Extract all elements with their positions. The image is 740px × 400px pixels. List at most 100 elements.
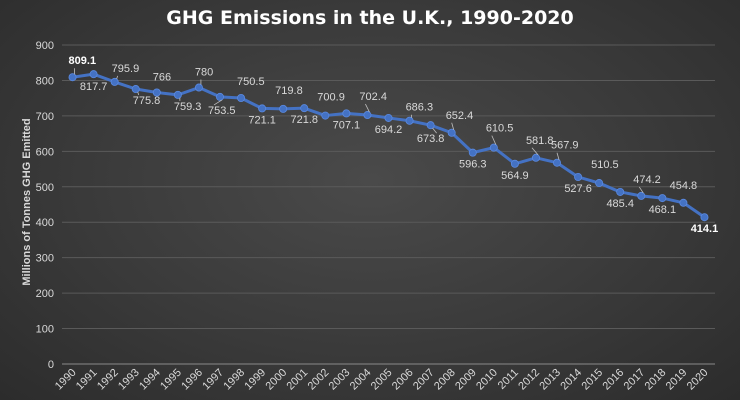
- x-tick-label: 1998: [221, 367, 247, 393]
- y-tick-label: 700: [36, 111, 54, 123]
- x-tick-label: 2010: [474, 367, 500, 393]
- data-label: 694.2: [375, 124, 403, 136]
- x-tick-label: 2001: [285, 367, 311, 393]
- grid-lines: [62, 44, 715, 365]
- y-tick-label: 0: [48, 359, 54, 371]
- x-tick-label: 2012: [516, 367, 542, 393]
- x-tick-label: 2017: [622, 367, 648, 393]
- data-point: [468, 148, 477, 157]
- data-point: [68, 73, 77, 82]
- data-point: [616, 187, 625, 196]
- x-tick-label: 2009: [453, 367, 479, 393]
- x-tick-label: 1991: [74, 367, 100, 393]
- data-point: [700, 213, 709, 222]
- data-labels: 809.1 817.7 795.9 775.8 766 759.3 780 753.5 750.…: [69, 55, 719, 235]
- data-point: [279, 104, 288, 113]
- label-leader-line: [432, 127, 437, 134]
- data-point: [489, 143, 498, 152]
- x-tick-label: 2002: [306, 367, 332, 393]
- data-label: 809.1: [69, 55, 97, 67]
- data-point: [595, 179, 604, 188]
- x-tick-label: 2006: [390, 367, 416, 393]
- x-tick-label: 2015: [579, 367, 605, 393]
- x-tick-label: 2004: [348, 367, 374, 393]
- data-point: [131, 85, 140, 94]
- label-leader-line: [365, 103, 370, 113]
- data-point: [447, 128, 456, 137]
- x-tick-label: 2019: [664, 367, 690, 393]
- label-leader-line: [531, 147, 539, 156]
- data-label: 759.3: [174, 101, 202, 113]
- x-tick-label: 2003: [327, 367, 353, 393]
- x-tick-label: 1990: [53, 367, 79, 393]
- data-label: 780: [195, 67, 213, 79]
- data-point: [426, 121, 435, 130]
- label-leader-line: [213, 99, 223, 106]
- x-tick-label: 2020: [685, 367, 711, 393]
- label-leader-line: [116, 75, 119, 80]
- x-tick-label: 1996: [179, 367, 205, 393]
- x-tick-label: 2000: [264, 367, 290, 393]
- x-tick-label: 1995: [158, 367, 184, 393]
- series-emissions: [68, 70, 709, 222]
- data-point: [321, 111, 330, 120]
- x-tick-label: 2016: [601, 367, 627, 393]
- data-label: 652.4: [446, 110, 474, 122]
- data-point: [173, 90, 182, 99]
- data-label: 700.9: [317, 92, 345, 104]
- data-point: [637, 191, 646, 200]
- data-point: [342, 109, 351, 118]
- data-label: 719.8: [275, 85, 303, 97]
- x-tick-label: 1993: [116, 367, 142, 393]
- data-label: 567.9: [551, 140, 579, 152]
- data-point: [152, 88, 161, 97]
- x-tick-label: 2005: [369, 367, 395, 393]
- data-point: [574, 172, 583, 181]
- data-point: [531, 153, 540, 162]
- y-tick-label: 300: [36, 253, 54, 265]
- y-axis-ticks: 0 100 200 300 400 500 600 700 800 900: [36, 40, 54, 371]
- y-tick-label: 800: [36, 75, 54, 87]
- x-tick-label: 2007: [411, 367, 437, 393]
- data-label: 721.8: [290, 114, 318, 126]
- label-leader-line: [556, 152, 560, 160]
- x-axis-ticks: 1990199119921993199419951996199719981999…: [53, 367, 711, 393]
- data-label: 485.4: [606, 198, 634, 210]
- data-label: 686.3: [406, 102, 434, 114]
- data-point: [89, 70, 98, 79]
- data-label: 702.4: [359, 91, 387, 103]
- x-tick-label: 1992: [95, 367, 121, 393]
- x-tick-label: 2013: [537, 367, 563, 393]
- data-label: 707.1: [333, 119, 361, 131]
- data-point: [300, 104, 309, 113]
- y-tick-label: 400: [36, 217, 54, 229]
- data-label: 527.6: [564, 183, 592, 195]
- data-label: 721.1: [248, 114, 276, 126]
- data-label: 596.3: [459, 159, 487, 171]
- y-tick-label: 900: [36, 40, 54, 52]
- data-label: 581.8: [526, 135, 554, 147]
- label-leader-line: [638, 186, 644, 194]
- series-line: [72, 72, 706, 219]
- chart-title: GHG Emissions in the U.K., 1990-2020: [166, 7, 573, 29]
- x-tick-label: 2018: [643, 367, 669, 393]
- data-point: [363, 111, 372, 120]
- x-tick-label: 1999: [242, 367, 268, 393]
- data-point: [215, 92, 224, 101]
- x-tick-label: 2014: [558, 367, 584, 393]
- data-label: 468.1: [649, 204, 677, 216]
- data-point: [553, 158, 562, 167]
- label-leader-line: [491, 135, 497, 145]
- data-label: 474.2: [633, 174, 661, 186]
- label-leader-line: [137, 91, 140, 96]
- data-label: 766: [153, 71, 171, 83]
- data-label: 753.5: [208, 105, 236, 117]
- data-label: 564.9: [501, 170, 529, 182]
- x-tick-label: 2011: [496, 367, 521, 392]
- data-point: [258, 104, 267, 113]
- data-point: [405, 116, 414, 125]
- data-point: [237, 93, 246, 102]
- data-label: 510.5: [591, 159, 619, 171]
- data-label: 414.1: [691, 223, 719, 235]
- data-point: [194, 83, 203, 92]
